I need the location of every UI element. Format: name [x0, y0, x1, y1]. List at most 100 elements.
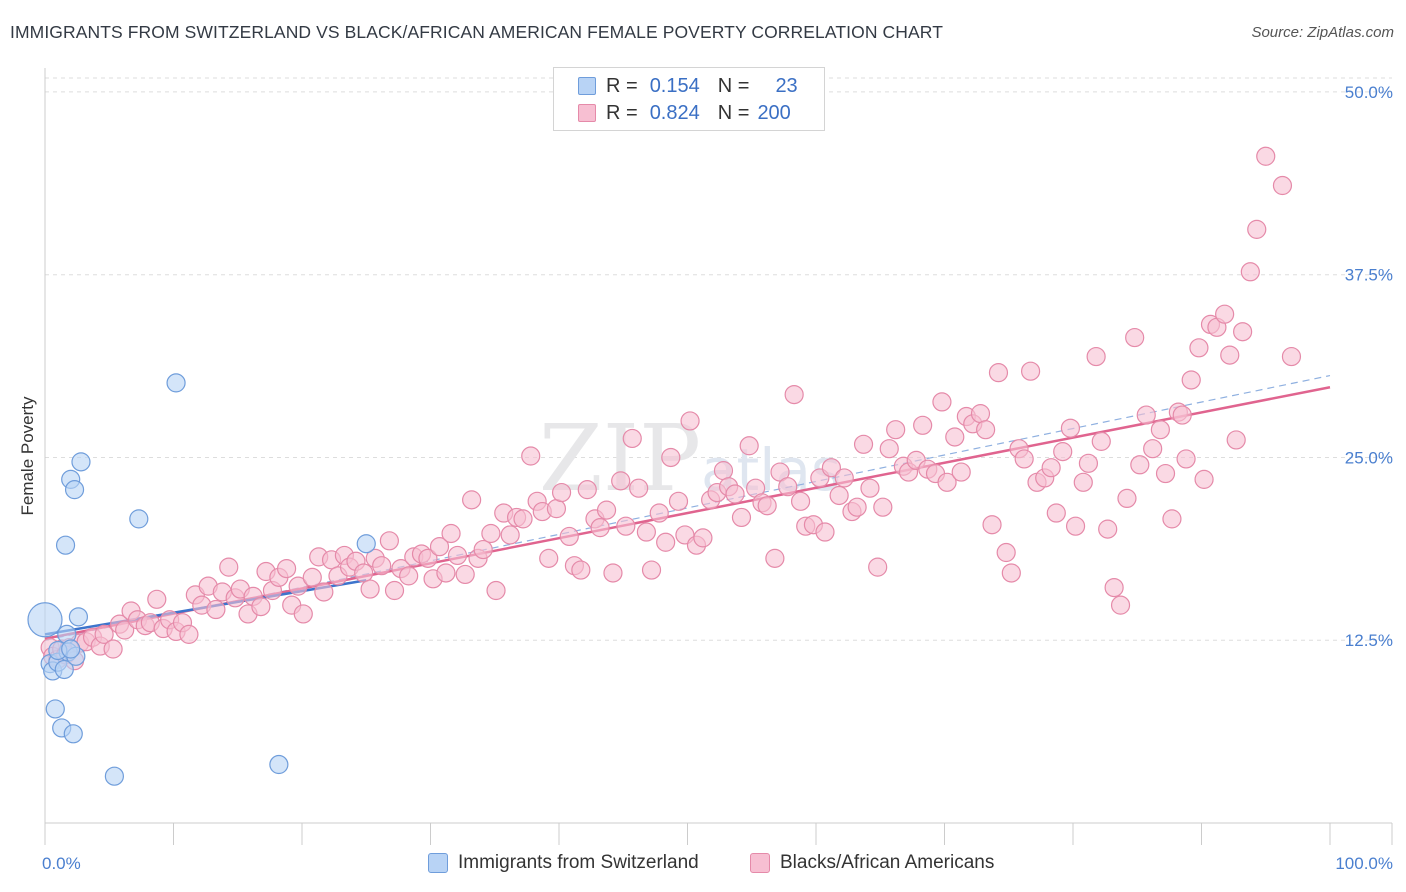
- tick-labels: 12.5% 25.0% 37.5% 50.0% 0.0% 100.0%: [42, 83, 1393, 873]
- data-point-black: [988, 363, 1009, 383]
- data-point-black: [932, 392, 952, 412]
- legend-label: Blacks/African Americans: [780, 852, 995, 873]
- data-point-black: [546, 499, 567, 519]
- data-point-switzerland: [356, 534, 376, 554]
- data-point-black: [853, 434, 874, 454]
- data-point-black: [937, 472, 957, 492]
- data-point-black: [1226, 430, 1246, 450]
- data-point-black: [1130, 455, 1150, 475]
- data-point-black: [622, 428, 642, 449]
- data-point-switzerland: [269, 754, 289, 775]
- data-point-black: [219, 557, 239, 577]
- y-tick-label: 12.5%: [1345, 631, 1393, 650]
- x-tick-label: 0.0%: [42, 854, 81, 873]
- data-point-black: [970, 404, 991, 424]
- r-label: R =: [606, 74, 638, 97]
- data-point-black: [1281, 346, 1302, 367]
- data-point-black: [1233, 322, 1253, 342]
- data-point-black: [1194, 469, 1214, 489]
- data-point-black: [206, 599, 226, 620]
- data-point-black: [103, 639, 123, 659]
- legend-item-black[interactable]: Blacks/African Americans: [750, 852, 994, 874]
- data-point-black: [739, 436, 759, 456]
- legend-swatch-pink: [578, 104, 596, 122]
- data-point-black: [1104, 577, 1124, 598]
- data-point-black: [1098, 519, 1118, 539]
- data-point-black: [1073, 472, 1093, 492]
- data-point-switzerland: [68, 607, 89, 627]
- data-point-black: [868, 557, 888, 577]
- data-point-black: [1110, 595, 1131, 615]
- data-point-black: [982, 515, 1002, 535]
- data-point-black: [418, 548, 438, 568]
- data-point-switzerland: [55, 535, 76, 555]
- data-point-switzerland: [64, 480, 85, 500]
- data-point-black: [757, 496, 777, 516]
- data-point-black: [815, 522, 835, 542]
- data-point-black: [1086, 346, 1106, 367]
- data-point-black: [314, 582, 334, 602]
- data-point-black: [1117, 488, 1137, 509]
- data-point-black: [829, 485, 849, 506]
- data-point-black: [725, 484, 745, 504]
- data-point-black: [539, 548, 559, 568]
- data-point-black: [462, 490, 482, 510]
- data-point-switzerland: [71, 452, 91, 472]
- correlation-legend: R = 0.154 N = 23 R = 0.824 N = 200: [553, 67, 825, 131]
- grid-lines: [45, 77, 1392, 641]
- data-point-black: [379, 531, 399, 551]
- data-point-black: [1143, 439, 1163, 459]
- data-point-black: [611, 471, 631, 491]
- data-point-black: [693, 528, 713, 548]
- data-point-black: [778, 477, 798, 497]
- data-point-black: [1150, 420, 1170, 440]
- data-point-black: [577, 480, 597, 500]
- n-value: 200: [757, 101, 791, 124]
- data-point-black: [636, 522, 656, 542]
- data-point-black: [1065, 516, 1086, 536]
- data-point-black: [1078, 453, 1099, 473]
- x-tick-label: 100.0%: [1335, 854, 1393, 873]
- data-point-black: [913, 415, 933, 435]
- data-point-black: [1162, 509, 1182, 529]
- data-point-black: [372, 556, 392, 576]
- data-point-black: [1001, 563, 1021, 583]
- data-point-black: [1215, 304, 1235, 324]
- data-point-black: [596, 500, 617, 520]
- data-point-black: [680, 411, 700, 431]
- data-point-black: [731, 507, 752, 528]
- axes: [44, 68, 1393, 845]
- data-point-black: [486, 580, 506, 601]
- data-point-black: [399, 566, 419, 586]
- data-point-black: [1041, 458, 1061, 478]
- series-legend: Immigrants from Switzerland Blacks/Afric…: [0, 852, 1406, 878]
- y-tick-label: 25.0%: [1345, 448, 1393, 467]
- data-point-black: [513, 509, 533, 529]
- data-point-black: [1176, 449, 1196, 469]
- data-point-black: [847, 497, 867, 517]
- data-point-black: [473, 539, 493, 560]
- data-point-black: [429, 537, 450, 557]
- data-point-black: [765, 548, 785, 568]
- legend-label: Immigrants from Switzerland: [458, 852, 699, 873]
- legend-item-switzerland[interactable]: Immigrants from Switzerland: [428, 852, 699, 874]
- data-point-black: [1272, 175, 1293, 196]
- data-point-black: [447, 545, 468, 566]
- data-point-black: [179, 624, 199, 644]
- data-point-switzerland: [166, 373, 186, 393]
- legend-swatch-pink: [750, 853, 770, 873]
- data-point-black: [1240, 262, 1260, 282]
- data-point-black: [455, 564, 475, 585]
- source-label: Source: ZipAtlas.com: [1251, 24, 1394, 41]
- r-label: R =: [606, 101, 638, 124]
- data-point-black: [441, 523, 461, 544]
- data-point-black: [976, 420, 996, 440]
- data-point-black: [616, 516, 636, 536]
- data-point-switzerland: [27, 602, 63, 638]
- data-point-switzerland: [129, 509, 149, 529]
- data-point-black: [288, 576, 308, 596]
- data-point-black: [821, 458, 842, 478]
- data-point-black: [94, 624, 114, 644]
- data-point-black: [590, 518, 610, 538]
- series-immigrants-from-switzerland: [27, 373, 376, 786]
